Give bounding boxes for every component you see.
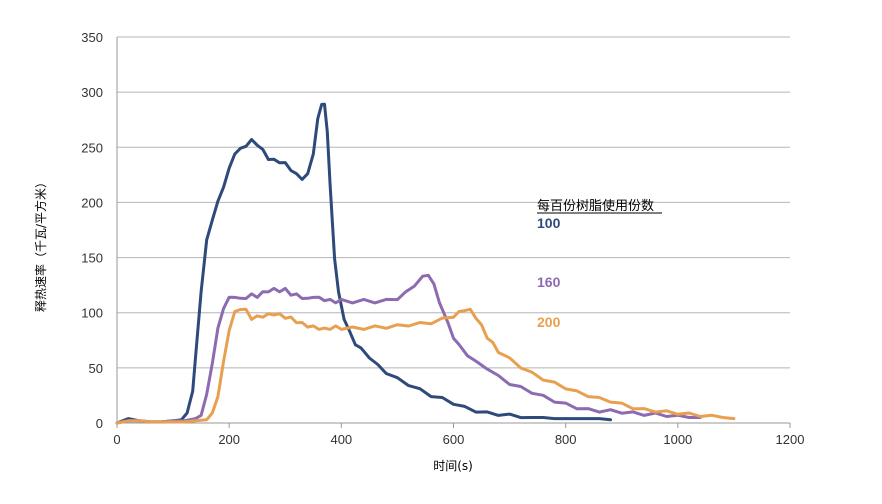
- y-tick-labels: 0 50 100 150 200 250 300 350: [81, 30, 103, 431]
- y-tick-label: 150: [81, 251, 103, 266]
- series-line-200: [115, 307, 736, 425]
- y-tick-label: 0: [96, 416, 103, 431]
- y-axis-title: 释热速率（千瓦/平方米）: [33, 176, 48, 312]
- series-line-160: [115, 273, 702, 425]
- x-tick-label: 1000: [663, 432, 692, 447]
- series-label-200: 200: [537, 314, 561, 330]
- x-tick-label: 200: [218, 432, 240, 447]
- y-tick-label: 100: [81, 306, 103, 321]
- legend: 每百份树脂使用份数 100 160 200: [537, 198, 662, 330]
- series-line-100: [115, 102, 612, 425]
- x-tick-label: 600: [443, 432, 465, 447]
- gridlines: [117, 36, 790, 369]
- series-label-100: 100: [537, 215, 561, 231]
- y-tick-label: 250: [81, 140, 103, 155]
- y-tick-label: 200: [81, 195, 103, 210]
- series-label-160: 160: [537, 274, 561, 290]
- axes: [116, 37, 790, 424]
- y-tick-label: 350: [81, 30, 103, 45]
- legend-title: 每百份树脂使用份数: [537, 198, 654, 214]
- x-tick-labels: 0 200 400 600 800 1000 1200: [113, 423, 804, 447]
- x-tick-label: 1200: [776, 432, 805, 447]
- y-tick-label: 300: [81, 85, 103, 100]
- y-tick-label: 50: [89, 361, 103, 376]
- x-tick-label: 400: [330, 432, 352, 447]
- x-axis-title: 时间(s): [433, 459, 473, 473]
- x-tick-label: 0: [113, 432, 120, 447]
- series-lines: [115, 102, 736, 425]
- x-tick-label: 800: [555, 432, 577, 447]
